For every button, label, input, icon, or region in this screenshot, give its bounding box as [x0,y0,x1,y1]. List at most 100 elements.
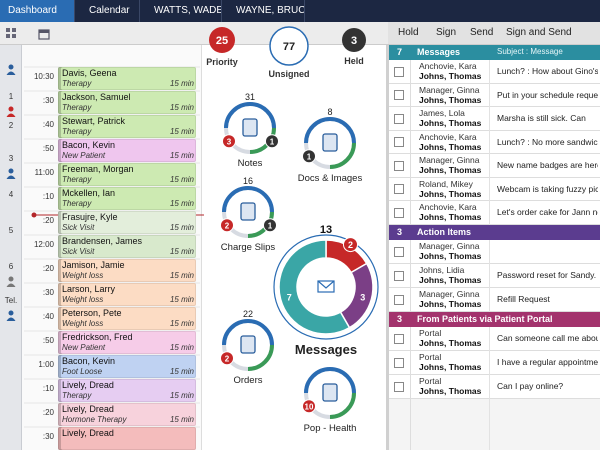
sidebar-label[interactable]: 6 [8,262,14,271]
action-button[interactable]: Hold [398,27,419,38]
checkbox[interactable] [394,294,404,305]
widget-total: 31 [245,92,255,102]
row-gutter [410,177,411,201]
counter-label: Priority [206,57,238,67]
patient-name: Lively, Dread [62,380,114,390]
checkbox[interactable] [394,270,404,281]
duration: 15 min [169,103,194,112]
sidebar-label[interactable]: 1 [8,92,14,101]
message-row[interactable] [389,201,600,225]
col-divider [489,177,490,201]
checkbox[interactable] [394,137,404,148]
calendar-icon[interactable] [38,28,50,40]
widget-arc [222,319,274,346]
message-row[interactable] [389,154,600,178]
message-row[interactable] [389,374,600,399]
appointment[interactable] [58,355,196,378]
grid-icon[interactable] [6,28,18,40]
action-button[interactable]: Sign [436,27,457,38]
person-icon [8,106,14,112]
message-row[interactable] [389,107,600,131]
badge [220,351,234,366]
appointment[interactable] [58,307,196,330]
person-icon [6,317,16,321]
nav-tab[interactable]: Dashboard [0,0,75,22]
checkbox[interactable] [394,66,404,77]
recipient: Johns, Thomas [419,385,482,396]
message-row[interactable] [389,287,600,312]
sender: Roland, Mikey [419,178,473,189]
message-row[interactable] [389,263,600,288]
sender: Manager, Ginna [419,288,480,299]
duration: 15 min [169,79,194,88]
message-row[interactable] [389,326,600,351]
nav-tab[interactable]: WATTS, WADE [140,0,222,22]
action-button[interactable]: Send [470,27,494,38]
appointment[interactable] [58,163,196,186]
appointment[interactable] [58,67,196,90]
sidebar-label[interactable]: 5 [8,226,14,235]
appointment[interactable] [58,139,196,162]
nav-tab[interactable]: WAYNE, BRUCE [222,0,305,22]
person-icon [6,71,16,75]
action-button[interactable]: Sign and Send [506,27,572,38]
sender: Portal [419,351,442,362]
row-gutter [410,201,411,225]
checkbox[interactable] [394,90,404,101]
appointment[interactable] [58,283,196,306]
appointment[interactable] [58,211,196,234]
appointment[interactable] [58,187,196,210]
appointment[interactable] [58,91,196,114]
recipient: Johns, Thomas [419,188,482,199]
section-title: Action Items [417,226,472,237]
sidebar-label[interactable]: 3 [8,154,14,163]
sender: James, Lola [419,108,465,118]
message-row[interactable] [389,350,600,375]
appointment[interactable] [58,427,196,450]
message-row[interactable] [389,130,600,154]
time-label: 12:00 [33,240,54,249]
appointment[interactable] [58,403,196,426]
counter-badge [269,26,309,66]
visit-type: Therapy [62,199,92,208]
message-row[interactable] [389,83,600,107]
message-row[interactable] [389,239,600,264]
checkbox[interactable] [394,246,404,257]
checkbox[interactable] [394,357,404,368]
widget-total: 8 [327,107,332,117]
duration: 15 min [169,151,194,160]
message-row[interactable] [389,60,600,84]
section-title: From Patients via Patient Portal [417,313,553,324]
sidebar-label[interactable]: Tel. [4,296,18,305]
message-row[interactable] [389,177,600,201]
duration: 15 min [169,127,194,136]
donut-segment [278,239,351,335]
col-divider [489,326,490,351]
checkbox[interactable] [394,333,404,344]
appointment[interactable] [58,331,196,354]
visit-type: Weight loss [62,319,104,328]
col-divider [489,350,490,375]
checkbox[interactable] [394,207,404,218]
visit-type: Therapy [62,103,92,112]
row-gutter [410,326,411,351]
duration: 15 min [169,223,194,232]
sidebar-label[interactable]: 4 [8,190,14,199]
widget-icon [322,383,338,402]
col-divider [489,60,490,84]
checkbox[interactable] [394,160,404,171]
row-gutter [410,239,411,264]
checkbox[interactable] [394,113,404,124]
time-label: :20 [42,408,54,417]
checkbox[interactable] [394,381,404,392]
sidebar-label[interactable]: 2 [8,121,14,130]
appointment[interactable] [58,259,196,282]
checkbox[interactable] [394,184,404,195]
appointment[interactable] [58,235,196,258]
row-gutter [410,107,411,131]
duration: 15 min [169,295,194,304]
section-title: Messages [417,47,461,57]
appointment[interactable] [58,379,196,402]
appointment[interactable] [58,115,196,138]
nav-tab[interactable]: Calendar [75,0,140,22]
